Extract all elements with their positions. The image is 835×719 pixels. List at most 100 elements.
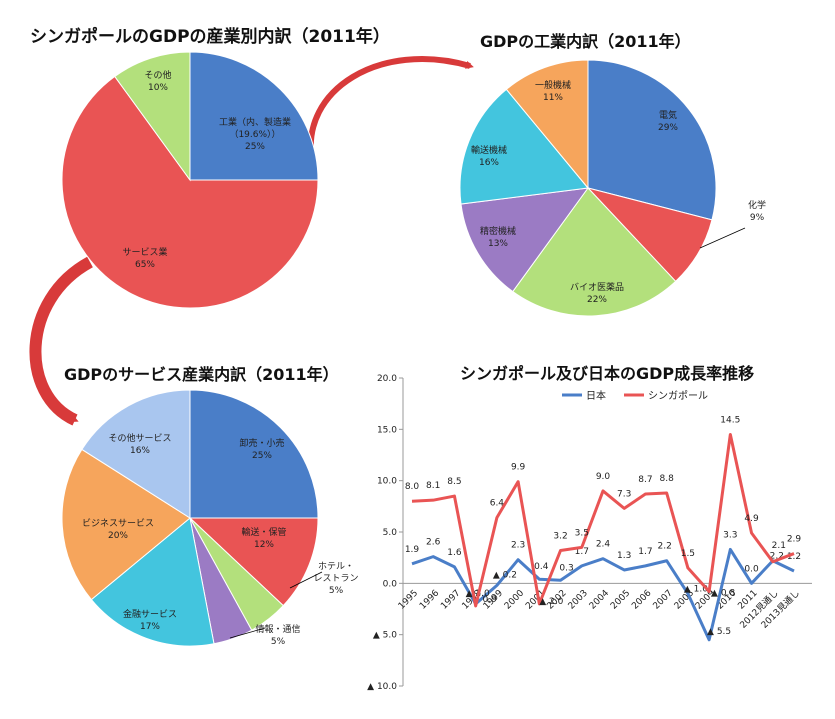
data-label-0: ▲ 5.5 bbox=[707, 627, 731, 637]
data-label-0: 2.2 bbox=[658, 542, 672, 552]
data-label-0: 2.6 bbox=[426, 538, 441, 548]
industry-slice-2 bbox=[114, 51, 191, 182]
data-label-1: 3.2 bbox=[553, 531, 567, 541]
svg-text:20%: 20% bbox=[108, 531, 128, 541]
services-slice-6 bbox=[81, 389, 191, 519]
manufacturing-slice-2 bbox=[512, 187, 677, 317]
data-label-1: 8.8 bbox=[660, 474, 675, 484]
svg-text:電気: 電気 bbox=[659, 109, 677, 121]
growth-chart-title: シンガポール及び日本のGDP成長率推移 bbox=[460, 364, 755, 383]
manufacturing-slice-3 bbox=[460, 187, 590, 293]
data-label-0: 0.0 bbox=[744, 564, 759, 574]
svg-text:輸送・保管: 輸送・保管 bbox=[241, 526, 286, 538]
svg-text:16%: 16% bbox=[479, 158, 499, 168]
svg-text:22%: 22% bbox=[587, 295, 607, 305]
manufacturing-label-3: 精密機械 13% bbox=[480, 225, 516, 249]
svg-text:卸売・小売: 卸売・小売 bbox=[239, 437, 284, 449]
services-label-5: ビジネスサービス 20% bbox=[82, 518, 154, 541]
svg-text:化学: 化学 bbox=[748, 199, 766, 211]
data-label-0: ▲ 1.0 bbox=[684, 585, 708, 595]
data-label-0: 0.4 bbox=[534, 562, 549, 572]
services-pie-title: GDPのサービス産業内訳（2011年） bbox=[64, 365, 339, 384]
svg-text:16%: 16% bbox=[130, 446, 150, 456]
data-label-1: 14.5 bbox=[720, 415, 740, 425]
y-tick-label: 5.0 bbox=[383, 528, 398, 538]
data-label-0: 2.2 bbox=[770, 552, 784, 562]
industry-label-0: 工業（内、製造業（19.6%）） 25% bbox=[219, 116, 291, 152]
industry-slice-0 bbox=[189, 51, 319, 181]
x-tick-label: 1997 bbox=[439, 588, 462, 611]
svg-text:29%: 29% bbox=[658, 123, 678, 133]
data-label-0: 1.6 bbox=[447, 548, 462, 558]
data-label-0: ▲ 0.2 bbox=[493, 570, 517, 580]
series-line-1 bbox=[411, 432, 795, 608]
data-label-1: 2.1 bbox=[772, 541, 786, 551]
services-slice-1 bbox=[188, 517, 319, 607]
data-label-1: 8.1 bbox=[426, 481, 440, 491]
svg-text:5%: 5% bbox=[329, 586, 344, 596]
data-label-1: 4.9 bbox=[744, 514, 759, 524]
manufacturing-slice-5 bbox=[505, 59, 589, 190]
data-label-0: 1.7 bbox=[638, 547, 652, 557]
data-label-1: 6.4 bbox=[490, 499, 505, 509]
svg-text:金融サービス: 金融サービス bbox=[123, 608, 177, 620]
industry-label-1: サービス業 65% bbox=[122, 246, 167, 270]
industry-pie-title: シンガポールのGDPの産業別内訳（2011年） bbox=[30, 27, 390, 47]
svg-text:ホテル・: ホテル・ bbox=[318, 561, 354, 572]
data-label-0: 3.3 bbox=[723, 530, 737, 540]
arrow-to-manufacturing bbox=[307, 56, 474, 161]
manufacturing-slice-0 bbox=[587, 59, 717, 221]
x-tick-label: 2000 bbox=[503, 588, 526, 611]
svg-text:25%: 25% bbox=[245, 142, 265, 152]
data-label-1: 2.9 bbox=[787, 535, 802, 545]
data-label-1: 1.5 bbox=[681, 549, 695, 559]
svg-text:サービス業: サービス業 bbox=[122, 246, 167, 258]
data-label-1: 8.5 bbox=[447, 477, 461, 487]
data-label-1: 8.7 bbox=[638, 475, 652, 485]
svg-text:その他: その他 bbox=[144, 69, 171, 81]
legend-label-0: 日本 bbox=[586, 389, 606, 402]
data-label-1: 9.0 bbox=[596, 472, 611, 482]
svg-text:65%: 65% bbox=[135, 260, 155, 270]
svg-text:情報・通信: 情報・通信 bbox=[255, 623, 300, 635]
data-label-0: 1.9 bbox=[405, 545, 420, 555]
services-label-0: 卸売・小売 25% bbox=[239, 437, 284, 461]
data-label-0: 2.4 bbox=[596, 540, 611, 550]
x-tick-label: 2003 bbox=[567, 588, 590, 611]
svg-text:レストラン: レストラン bbox=[313, 573, 358, 584]
arrow-to-services bbox=[29, 256, 93, 426]
data-label-0: 2.3 bbox=[511, 541, 525, 551]
data-label-1: 0.9 bbox=[483, 595, 498, 605]
svg-text:12%: 12% bbox=[254, 540, 274, 550]
svg-text:一般機械: 一般機械 bbox=[535, 79, 571, 91]
svg-text:13%: 13% bbox=[488, 239, 508, 249]
y-tick-label: 10.0 bbox=[377, 477, 397, 487]
svg-text:25%: 25% bbox=[252, 451, 272, 461]
data-label-1: 3.5 bbox=[575, 528, 589, 538]
svg-text:ビジネスサービス: ビジネスサービス bbox=[82, 518, 154, 529]
x-tick-label: 1995 bbox=[397, 588, 420, 611]
industry-slice-1 bbox=[61, 75, 319, 309]
svg-text:10%: 10% bbox=[148, 83, 168, 93]
services-label-2: ホテル・レストラン 5% bbox=[289, 561, 359, 596]
legend-label-1: シンガポール bbox=[648, 390, 708, 402]
data-label-0: 1.7 bbox=[575, 547, 589, 557]
svg-text:17%: 17% bbox=[140, 622, 160, 632]
y-tick-label: 15.0 bbox=[377, 425, 397, 435]
services-slice-0 bbox=[189, 389, 319, 519]
services-label-6: その他サービス 16% bbox=[108, 432, 171, 456]
x-tick-label: 2007 bbox=[652, 588, 675, 611]
y-tick-label: 20.0 bbox=[377, 374, 397, 384]
legend: 日本 シンガポール bbox=[562, 389, 708, 402]
manufacturing-label-4: 輸送機械 16% bbox=[471, 144, 507, 168]
x-tick-label: 2005 bbox=[609, 588, 632, 611]
y-tick-label: 0.0 bbox=[383, 579, 398, 589]
industry-label-2: その他 10% bbox=[144, 69, 171, 93]
svg-text:5%: 5% bbox=[271, 637, 286, 647]
svg-text:その他サービス: その他サービス bbox=[108, 432, 171, 444]
svg-text:工業（内、製造業: 工業（内、製造業 bbox=[219, 116, 291, 128]
services-label-4: 金融サービス 17% bbox=[123, 608, 177, 632]
data-label-0: 0.3 bbox=[559, 563, 573, 573]
x-tick-label: 1996 bbox=[418, 588, 441, 611]
data-label-1: 7.3 bbox=[617, 489, 631, 499]
